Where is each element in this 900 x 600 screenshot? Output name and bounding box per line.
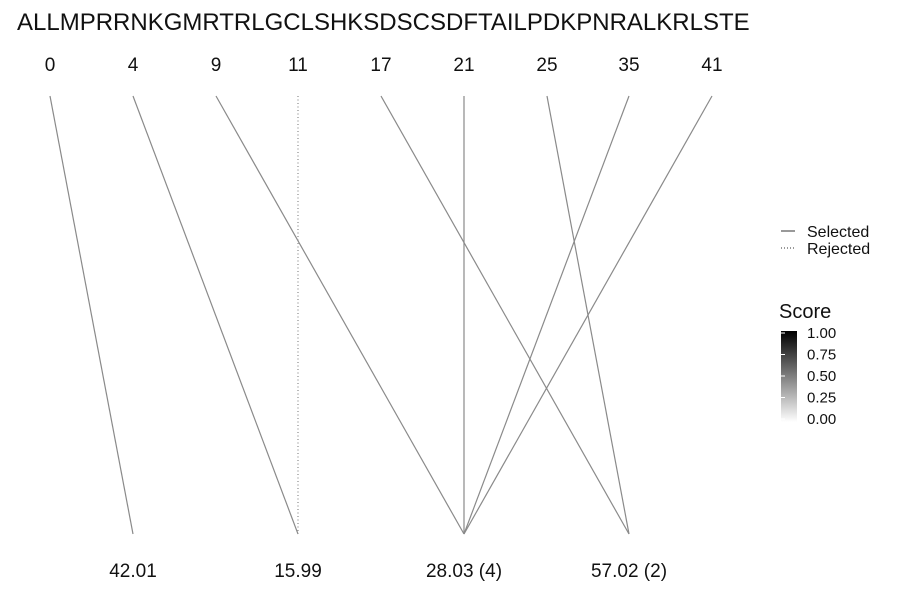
selected-link-line: [215, 95, 465, 535]
bottom-score-label: 42.01: [109, 561, 157, 582]
score-tick-label: 0.50: [807, 368, 836, 385]
sequence-title: ALLMPRRNKGMRTRLGCLSHKSDSCSDFTAILPDKPNRAL…: [17, 9, 750, 36]
selected-link-line: [132, 95, 299, 535]
top-position-label: 0: [45, 55, 56, 76]
selected-link-line: [49, 95, 134, 535]
score-ticks: 1.00 0.75 0.50 0.25 0.00: [781, 325, 836, 428]
score-tick-label: 0.75: [807, 347, 836, 364]
bottom-score-label: 15.99: [274, 561, 322, 582]
score-tick-label: 0.25: [807, 390, 836, 407]
top-position-label: 41: [701, 55, 722, 76]
top-position-label: 9: [211, 55, 222, 76]
top-position-label: 11: [288, 55, 308, 76]
score-tick-label: 0.00: [807, 411, 836, 428]
linetype-legend: Selected Rejected: [781, 224, 870, 258]
top-position-label: 21: [453, 55, 474, 76]
top-position-label: 17: [370, 55, 391, 76]
bottom-labels: 42.01 15.99 28.03 (4) 57.02 (2): [109, 561, 667, 582]
selected-link-line: [463, 95, 713, 535]
legend-rejected-label: Rejected: [807, 241, 870, 258]
legend-selected-label: Selected: [807, 224, 869, 241]
selected-link-line: [463, 95, 630, 535]
bottom-score-label: 28.03 (4): [426, 561, 502, 582]
selected-link-line: [380, 95, 630, 535]
score-legend-title: Score: [779, 301, 831, 323]
score-tick-label: 1.00: [807, 325, 836, 342]
top-position-label: 35: [618, 55, 639, 76]
score-colorbar: [781, 331, 797, 422]
bottom-score-label: 57.02 (2): [591, 561, 667, 582]
score-legend: Score 1.00 0.75 0.50 0.25 0.00: [779, 301, 836, 428]
top-position-label: 4: [128, 55, 139, 76]
links: [49, 95, 713, 535]
top-position-labels: 0 4 9 11 17 21 25 35 41: [45, 55, 723, 76]
top-position-label: 25: [536, 55, 557, 76]
